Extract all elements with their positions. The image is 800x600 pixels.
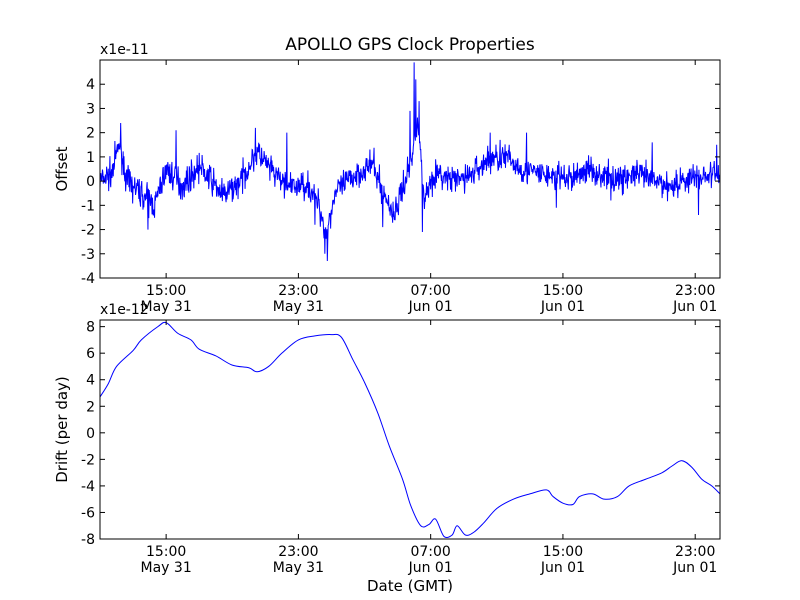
chart-title: APOLLO GPS Clock Properties [285,35,535,55]
y-tick-label: -3 [81,247,95,263]
x-tick-label-date: May 31 [141,299,192,315]
y-tick-label: 2 [86,126,95,142]
x-axis-label: Date (GMT) [367,577,453,595]
y-tick-label: 0 [86,426,95,442]
x-tick-label-time: 07:00 [410,544,450,560]
y-axis-multiplier: x1e-12 [100,302,149,318]
x-tick-label-date: May 31 [273,560,324,576]
y-tick-label: -4 [81,479,95,495]
y-tick-label: 3 [86,101,95,117]
x-tick-label-date: Jun 01 [672,560,717,576]
y-tick-label: -8 [81,532,95,548]
x-tick-label-time: 23:00 [675,544,715,560]
plot-frame [99,59,721,279]
x-tick-label-date: Jun 01 [408,560,453,576]
x-tick-label-time: 15:00 [146,283,186,299]
y-tick-label: 1 [86,150,95,166]
x-tick-label-date: Jun 01 [540,299,585,315]
y-tick-label: -6 [81,505,95,521]
y-tick-label: 4 [86,373,95,389]
series-line-1 [100,62,720,262]
x-tick-label-date: Jun 01 [540,560,585,576]
x-tick-label-time: 15:00 [543,544,583,560]
x-tick-label-time: 23:00 [278,544,318,560]
x-tick-label-date: May 31 [141,560,192,576]
y-axis-label: Drift (per day) [53,376,71,483]
x-tick-label-time: 23:00 [675,283,715,299]
y-tick-label: 0 [86,174,95,190]
x-tick-label-time: 23:00 [278,283,318,299]
series-line-1 [100,321,720,539]
x-tick-label-time: 15:00 [543,283,583,299]
x-tick-label-time: 07:00 [410,283,450,299]
y-tick-label: -2 [81,452,95,468]
y-tick-label: 2 [86,399,95,415]
x-tick-label-time: 15:00 [146,544,186,560]
y-tick-label: 6 [86,346,95,362]
plot-frame [99,319,721,540]
y-axis-label: Offset [53,146,71,191]
x-tick-label-date: Jun 01 [408,299,453,315]
y-tick-label: -4 [81,271,95,287]
x-tick-label-date: May 31 [273,299,324,315]
y-tick-label: 8 [86,320,95,336]
x-tick-label-date: Jun 01 [672,299,717,315]
y-axis-multiplier: x1e-11 [100,42,149,58]
y-tick-label: -2 [81,223,95,239]
y-tick-label: 4 [86,77,95,93]
y-tick-label: -1 [81,198,95,214]
